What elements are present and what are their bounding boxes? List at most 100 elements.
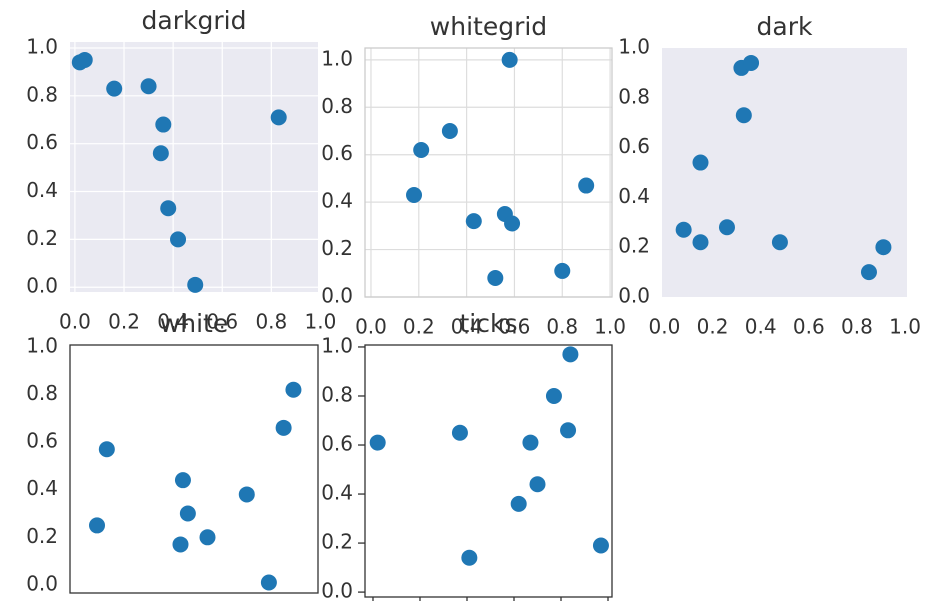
y-tick-label: 0.2	[26, 524, 58, 548]
x-tick-label: 1.0	[889, 315, 921, 339]
point	[562, 346, 579, 363]
y-tick-label: 0.4	[618, 184, 650, 208]
y-tick-label: 0.8	[26, 381, 58, 405]
axes-frame	[364, 47, 613, 298]
y-tick-label: 0.8	[321, 382, 353, 406]
x-tick-label: 0.8	[841, 315, 873, 339]
y-tick-label: 0.2	[26, 226, 58, 250]
y-tick-label: 0.8	[321, 94, 353, 118]
point	[510, 495, 527, 512]
subplot-title: ticks	[460, 309, 518, 338]
y-tick-label: 0.2	[321, 530, 353, 554]
x-tick-label: 0.6	[499, 315, 531, 339]
point	[592, 537, 609, 554]
y-tick-label: 0.6	[26, 130, 58, 154]
point	[170, 231, 187, 248]
y-tick-label: 0.6	[618, 134, 650, 158]
x-tick-label: 0.0	[355, 315, 387, 339]
y-tick-label: 0.4	[26, 476, 58, 500]
y-tick-label: 0.0	[321, 284, 353, 308]
x-tick-label: 0.6	[206, 310, 238, 334]
subplot: 0.0 0.2 0.4 0.6 0.8 1.0 0.0 0.2 0.4 0.6 0.8 1.0 dark…	[26, 6, 336, 334]
point	[152, 145, 169, 162]
point	[160, 200, 177, 217]
y-tick-label: 0.0	[26, 571, 58, 595]
y-tick-label: 0.4	[26, 178, 58, 202]
point	[98, 441, 115, 458]
x-tick-label: 0.4	[745, 315, 777, 339]
y-tick-label: 0.6	[321, 141, 353, 165]
y-tick-label: 1.0	[26, 34, 58, 58]
point	[675, 221, 692, 238]
point	[441, 123, 458, 139]
point	[875, 239, 892, 256]
x-tick-label: 0.2	[697, 315, 729, 339]
axes-background	[70, 345, 318, 593]
subplot: 0.0 0.2 0.4 0.6 0.8 1.0 ticks	[321, 309, 613, 601]
point	[270, 109, 287, 126]
point	[106, 80, 123, 97]
y-tick-label: 0.8	[26, 82, 58, 106]
point	[413, 141, 430, 158]
point	[529, 476, 546, 493]
point	[560, 422, 577, 439]
point	[140, 78, 157, 95]
point	[545, 387, 562, 404]
y-tick-label: 1.0	[321, 46, 353, 70]
y-tick-label: 1.0	[26, 333, 58, 357]
y-tick-label: 0.2	[618, 234, 650, 258]
point	[275, 419, 292, 436]
axes-frame	[69, 344, 319, 594]
subplot-title: whitegrid	[430, 12, 547, 41]
x-tick-label: 0.4	[157, 310, 189, 334]
x-tick-label: 0.0	[649, 315, 681, 339]
subplot: 0.0 0.2 0.4 0.6 0.8 1.0 white	[26, 309, 319, 595]
axes-background	[70, 42, 318, 292]
point	[260, 574, 277, 591]
subplot: 0.0 0.2 0.4 0.6 0.8 1.0 0.0 0.2 0.4 0.6 0.8 1.0 whit…	[321, 12, 626, 339]
point	[578, 177, 595, 194]
y-tick-label: 0.6	[321, 432, 353, 456]
point	[504, 215, 521, 232]
subplot-title: darkgrid	[142, 6, 247, 35]
point	[187, 276, 204, 293]
point	[461, 549, 478, 566]
y-tick-label: 0.0	[26, 274, 58, 298]
point	[199, 529, 216, 546]
point	[718, 219, 735, 236]
point	[554, 262, 571, 279]
axes-background	[365, 345, 612, 597]
point	[285, 381, 302, 398]
y-tick-label: 0.4	[321, 189, 353, 213]
subplot-title: dark	[757, 12, 813, 41]
point	[487, 270, 504, 287]
point	[179, 505, 196, 522]
x-tick-label: 0.8	[546, 315, 578, 339]
point	[771, 234, 788, 251]
point	[522, 434, 539, 451]
point	[172, 536, 189, 553]
point	[76, 51, 93, 68]
point	[406, 187, 423, 204]
x-tick-label: 1.0	[594, 315, 626, 339]
x-tick-label: 0.8	[255, 310, 287, 334]
x-tick-label: 0.6	[793, 315, 825, 339]
y-tick-label: 0.2	[321, 236, 353, 260]
x-tick-label: 0.0	[59, 310, 91, 334]
subplot-title: white	[160, 309, 228, 338]
point	[174, 472, 191, 489]
point	[155, 116, 172, 133]
x-tick-label: 1.0	[305, 310, 337, 334]
y-tick-label: 0.6	[26, 429, 58, 453]
axes-background	[365, 48, 612, 297]
point	[735, 107, 752, 124]
point	[451, 424, 468, 441]
point	[692, 234, 709, 251]
point	[501, 51, 518, 68]
point	[238, 486, 255, 503]
point	[369, 434, 386, 451]
axes-background	[662, 48, 907, 297]
x-tick-label: 0.4	[451, 315, 483, 339]
y-tick-label: 0.0	[321, 579, 353, 601]
